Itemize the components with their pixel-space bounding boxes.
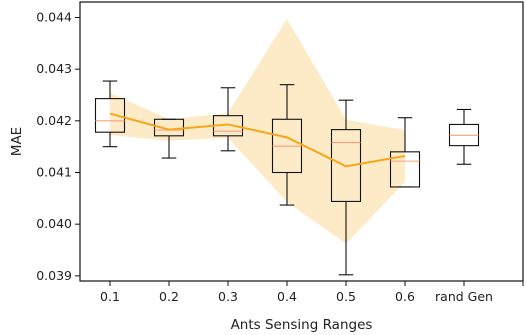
x-tick-label: 0.1 (100, 289, 120, 304)
x-axis-label: Ants Sensing Ranges (231, 317, 373, 333)
x-tick-label: rand Gen (435, 289, 493, 304)
mean-line (109, 112, 406, 168)
plot-frame (79, 1, 524, 282)
box-iqr (389, 151, 421, 188)
y-tick-label: 0.044 (36, 10, 72, 25)
x-tick-label: 0.5 (336, 289, 356, 304)
box-iqr (94, 98, 126, 133)
box-0.4 (271, 84, 303, 206)
y-axis: 0.039 0.040 0.041 0.042 0.043 0.044 (36, 10, 80, 283)
box-0.5 (330, 99, 362, 276)
plot-area (94, 19, 480, 276)
box-iqr (330, 129, 362, 202)
x-tick-label: 0.6 (395, 289, 415, 304)
y-tick-label: 0.042 (36, 113, 72, 128)
y-tick-label: 0.043 (36, 61, 72, 76)
box-group (94, 80, 480, 276)
y-axis-label: MAE (9, 127, 25, 156)
y-tick-label: 0.040 (36, 216, 72, 231)
box-rand-gen (448, 108, 480, 165)
x-tick-label: 0.4 (277, 289, 297, 304)
y-tick-label: 0.041 (36, 165, 72, 180)
x-tick-label: 0.3 (218, 289, 238, 304)
box-0.6 (389, 117, 421, 188)
box-0.1 (94, 80, 126, 148)
x-tick-label: 0.2 (159, 289, 179, 304)
x-axis: 0.1 0.2 0.3 0.4 0.5 0.6 rand Gen (100, 281, 524, 304)
y-tick-label: 0.039 (36, 268, 72, 283)
